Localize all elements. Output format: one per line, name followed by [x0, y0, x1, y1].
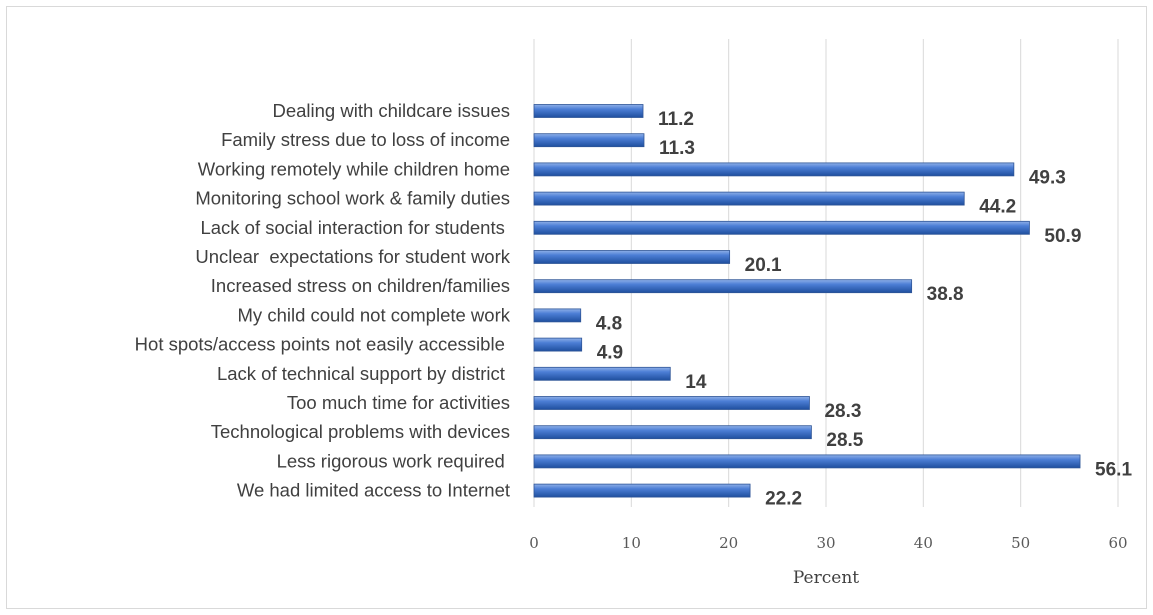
value-label: 56.1 — [1095, 459, 1132, 480]
value-label: 28.3 — [824, 401, 861, 422]
bar — [533, 308, 582, 323]
category-label: Too much time for activities — [287, 392, 510, 413]
x-tick-label: 40 — [914, 534, 933, 552]
value-label: 4.9 — [597, 343, 623, 364]
x-tick-label: 10 — [622, 534, 641, 552]
bar — [533, 220, 1030, 235]
bar — [533, 250, 731, 264]
category-label: We had limited access to Internet — [237, 480, 510, 501]
value-label: 20.1 — [745, 255, 782, 276]
x-tick-label: 50 — [1011, 534, 1030, 552]
bar — [533, 191, 965, 206]
x-tick-label: 30 — [816, 534, 835, 552]
bar — [533, 337, 583, 352]
category-label: Increased stress on children/families — [211, 275, 510, 296]
value-labels: 11.2 11.3 49.3 44.2 50.9 20.1 38.8 4.8 4.9 14 28.3… — [596, 109, 1133, 510]
value-label: 22.2 — [765, 489, 802, 510]
bar — [533, 483, 751, 498]
category-label: Working remotely while children home — [198, 158, 510, 179]
category-label: Dealing with childcare issues — [272, 100, 510, 121]
category-label: Monitoring school work & family duties — [195, 188, 510, 209]
bar-chart: Dealing with childcare issues Family stre… — [135, 39, 1133, 588]
bar — [533, 396, 810, 410]
value-label: 11.3 — [659, 138, 695, 159]
bar — [533, 133, 645, 148]
bar — [533, 162, 1015, 177]
value-label: 49.3 — [1029, 167, 1066, 188]
category-label: Hot spots/access points not easily acces… — [135, 334, 510, 355]
x-tick-label: 20 — [719, 534, 738, 552]
category-label: Family stress due to loss of income — [221, 129, 510, 150]
bar — [533, 366, 671, 381]
category-labels: Dealing with childcare issues Family stre… — [135, 100, 511, 501]
category-label: Lack of technical support by district — [217, 363, 510, 384]
value-label: 4.8 — [596, 313, 622, 334]
bar — [533, 454, 1081, 469]
bar — [533, 425, 812, 440]
category-label: Unclear expectations for student work — [195, 246, 510, 267]
x-tick-labels: 0 10 20 30 40 50 60 — [529, 534, 1127, 552]
x-tick-label: 0 — [529, 534, 539, 552]
value-label: 11.2 — [658, 109, 694, 130]
category-label: Lack of social interaction for students — [200, 217, 510, 238]
category-label: My child could not complete work — [238, 304, 511, 325]
bar — [533, 104, 644, 118]
value-label: 28.5 — [826, 430, 863, 451]
bars — [533, 104, 1081, 498]
category-label: Less rigorous work required — [277, 450, 510, 471]
category-label: Technological problems with devices — [211, 421, 510, 442]
value-label: 44.2 — [979, 197, 1016, 218]
x-axis-title: Percent — [793, 568, 859, 588]
x-tick-label: 60 — [1108, 534, 1127, 552]
value-label: 38.8 — [927, 284, 964, 305]
chart-frame: Dealing with childcare issues Family stre… — [6, 6, 1147, 609]
value-label: 14 — [685, 372, 707, 393]
bar — [533, 279, 913, 294]
value-label: 50.9 — [1044, 226, 1081, 247]
